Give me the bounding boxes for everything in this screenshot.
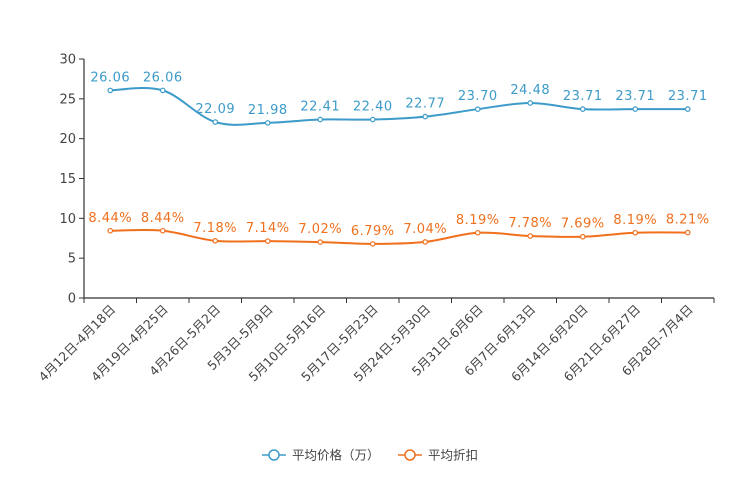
legend-marker <box>268 449 280 461</box>
data-point <box>632 106 639 112</box>
data-label: 26.06 <box>143 70 183 85</box>
data-label: 8.44% <box>88 211 132 226</box>
data-point <box>632 229 639 236</box>
data-point <box>212 237 219 244</box>
data-label: 8.44% <box>141 211 185 226</box>
y-tick-label: 20 <box>59 132 76 147</box>
data-point <box>107 227 114 234</box>
data-point <box>264 238 271 244</box>
series-line-1 <box>110 87 688 126</box>
data-label: 23.71 <box>615 89 655 104</box>
data-point <box>317 116 324 123</box>
data-point <box>527 100 534 106</box>
data-label: 23.70 <box>458 89 498 104</box>
data-point <box>159 227 166 234</box>
data-point <box>422 113 429 120</box>
data-label: 7.04% <box>403 222 447 237</box>
y-tick-label: 30 <box>59 53 76 68</box>
data-point <box>474 229 481 236</box>
data-label: 7.78% <box>508 216 552 231</box>
data-point <box>579 233 586 240</box>
data-label: 7.14% <box>246 221 290 236</box>
data-label: 23.71 <box>668 89 708 104</box>
data-point <box>474 106 481 112</box>
data-point <box>369 116 376 123</box>
data-label: 6.79% <box>351 224 395 239</box>
data-point <box>527 233 534 239</box>
data-label: 22.40 <box>353 100 393 115</box>
data-point <box>264 120 271 126</box>
data-label: 24.48 <box>510 83 550 98</box>
legend-marker <box>404 449 416 461</box>
data-label: 7.69% <box>561 217 605 232</box>
data-point <box>684 106 691 112</box>
data-label: 8.19% <box>456 213 500 228</box>
data-label: 22.09 <box>195 102 235 117</box>
data-point <box>684 229 691 236</box>
y-tick-label: 5 <box>68 252 76 267</box>
legend-label: 平均折扣 <box>428 448 478 463</box>
data-label: 21.98 <box>248 103 288 118</box>
y-tick-label: 0 <box>68 292 76 307</box>
data-label: 8.19% <box>613 213 657 228</box>
legend-label: 平均价格（万） <box>292 448 380 463</box>
data-point <box>159 87 166 94</box>
data-label: 7.18% <box>193 221 237 236</box>
data-label: 23.71 <box>563 89 603 104</box>
data-point <box>422 239 429 245</box>
data-point <box>317 239 324 245</box>
data-point <box>579 106 586 112</box>
y-tick-label: 25 <box>59 92 76 107</box>
data-label: 22.41 <box>300 99 340 114</box>
data-point <box>369 241 376 247</box>
data-label: 22.77 <box>405 97 445 112</box>
data-label: 8.21% <box>666 213 710 228</box>
y-tick-label: 15 <box>59 172 76 187</box>
data-label: 26.06 <box>90 70 130 85</box>
data-point <box>212 119 219 125</box>
y-tick-label: 10 <box>59 212 76 227</box>
data-label: 7.02% <box>298 222 342 237</box>
data-point <box>107 87 114 94</box>
series-line-2 <box>110 229 688 245</box>
